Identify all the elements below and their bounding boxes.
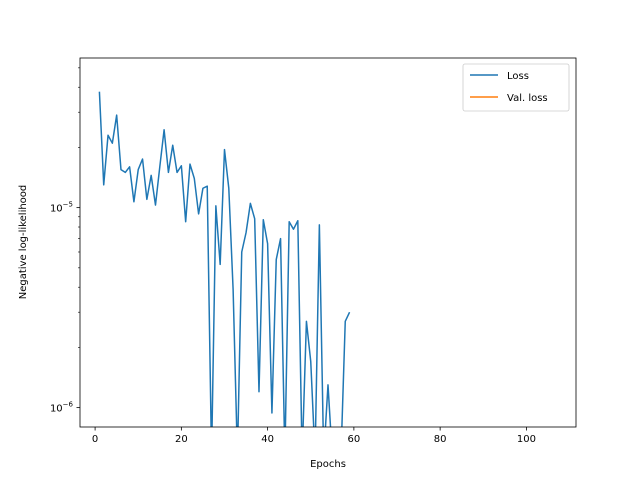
legend: Loss Val. loss	[462, 63, 570, 112]
legend-label-loss: Loss	[507, 71, 529, 82]
series-layer	[98, 91, 351, 427]
x-tick-label: 0	[92, 434, 98, 445]
legend-label-val-loss: Val. loss	[507, 93, 548, 104]
plot-area	[80, 58, 576, 427]
x-tick-label: 60	[348, 434, 361, 445]
x-tick-label: 80	[434, 434, 447, 445]
x-axis: 0 20 40 60 80 100	[92, 427, 536, 445]
x-tick-label: 100	[517, 434, 536, 445]
series-line-loss	[98, 91, 351, 427]
y-axis-label: Negative log-likelihood	[18, 185, 29, 300]
x-tick-label: 40	[261, 434, 274, 445]
x-tick-label: 20	[175, 434, 188, 445]
axes-frame	[79, 57, 577, 428]
x-axis-label: Epochs	[310, 459, 346, 470]
